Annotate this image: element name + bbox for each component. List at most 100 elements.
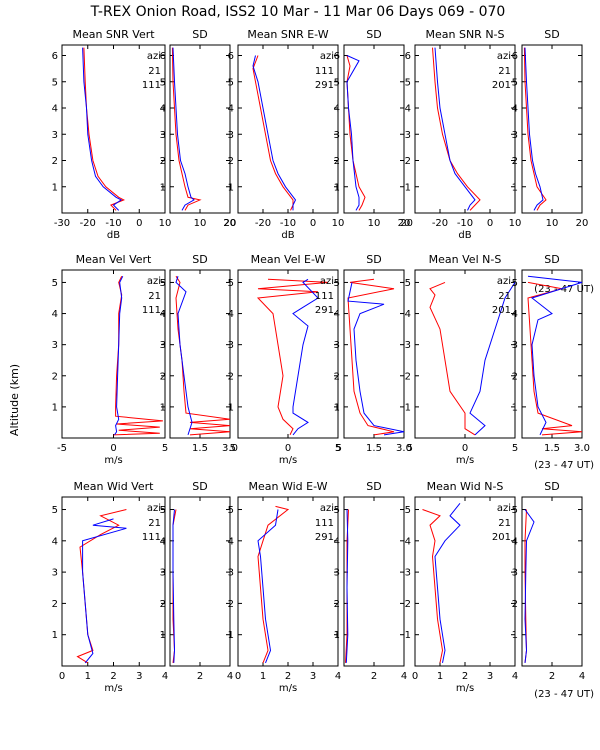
y-tick-label: 3	[228, 130, 234, 141]
panel-title: SD	[544, 480, 559, 493]
panel-1: SD 1 2 3 4 5 6 10 20	[160, 28, 237, 229]
series-line-111	[175, 276, 193, 436]
y-tick-label: 2	[512, 371, 518, 382]
x-tick-label: 4	[162, 671, 168, 682]
x-tick-label: 0	[285, 443, 291, 454]
legend-entry: 111	[142, 80, 161, 91]
x-tick-label: 1	[260, 671, 266, 682]
y-tick-label: 3	[160, 568, 166, 579]
x-tick-label: 10	[332, 218, 345, 229]
panel-title: Mean Vel E-W	[251, 253, 326, 266]
y-tick-label: 1	[228, 182, 234, 193]
x-tick-label: -20	[80, 218, 96, 229]
x-tick-label: -30	[54, 218, 70, 229]
series-line-111	[257, 505, 290, 664]
legend-entry: 201	[492, 532, 511, 543]
y-tick-label: 3	[512, 340, 518, 351]
legend-header: azi	[320, 503, 334, 514]
x-tick-label: 0	[412, 671, 418, 682]
x-axis-label: m/s	[456, 455, 474, 466]
x-axis-label: m/s	[279, 455, 297, 466]
y-tick-label: 5	[228, 278, 234, 289]
series-line-111	[252, 55, 294, 211]
legend-entry: 21	[498, 291, 511, 302]
series-line-111	[172, 509, 176, 663]
legend-header: azi	[147, 276, 161, 287]
y-tick-label: 6	[160, 51, 166, 62]
y-tick-label: 3	[512, 130, 518, 141]
x-axis-label: m/s	[104, 683, 122, 694]
panel-title: Mean Wid E-W	[249, 480, 328, 493]
y-tick-label: 2	[160, 599, 166, 610]
y-tick-label: 5	[228, 505, 234, 516]
legend-entry: 111	[315, 518, 334, 529]
y-tick-label: 2	[52, 156, 58, 167]
y-tick-label: 1	[334, 402, 340, 413]
y-tick-label: 5	[405, 77, 411, 88]
y-tick-label: 4	[405, 536, 411, 547]
y-tick-label: 3	[228, 340, 234, 351]
x-tick-label: 3	[310, 671, 316, 682]
panel-17: SD 1 2 3 4 5 2 4	[512, 480, 586, 682]
series-line-21	[523, 47, 547, 211]
x-tick-label: 5	[335, 443, 341, 454]
y-tick-label: 2	[160, 156, 166, 167]
legend-entry: 111	[142, 532, 161, 543]
panel-2: Mean SNR E-W 1 2 3 4 5 6 -20 -10 0 10 20 dB azi 111 291	[223, 28, 344, 241]
series-line-111	[172, 47, 195, 211]
y-tick-label: 1	[160, 402, 166, 413]
x-tick-label: 10	[546, 218, 559, 229]
y-tick-label: 1	[52, 182, 58, 193]
y-tick-label: 3	[512, 568, 518, 579]
y-tick-label: 6	[52, 51, 58, 62]
y-tick-label: 5	[52, 278, 58, 289]
y-tick-label: 1	[334, 182, 340, 193]
y-tick-label: 4	[512, 536, 518, 547]
series-line-111	[256, 278, 329, 436]
series-line-201	[434, 502, 461, 663]
y-axis-label: Altitude (km)	[8, 364, 21, 436]
y-tick-label: 2	[52, 599, 58, 610]
ut-note-row-1: (23 - 47 UT)	[534, 284, 594, 295]
series-line-21	[171, 47, 202, 211]
legend-header: azi	[497, 51, 511, 62]
x-tick-label: 20	[398, 218, 411, 229]
panel-frame	[521, 496, 583, 667]
series-line-21	[432, 47, 481, 211]
x-tick-label: 1	[85, 671, 91, 682]
x-tick-label: 5	[162, 443, 168, 454]
y-tick-label: 6	[512, 51, 518, 62]
x-tick-label: 4	[227, 671, 233, 682]
y-tick-label: 1	[405, 630, 411, 641]
panel-frame	[343, 496, 405, 667]
y-tick-label: 3	[405, 340, 411, 351]
y-tick-label: 2	[228, 599, 234, 610]
x-tick-label: 1.5	[192, 443, 208, 454]
y-tick-label: 4	[512, 104, 518, 115]
panel-title: SD	[192, 28, 207, 41]
x-axis-label: m/s	[279, 683, 297, 694]
y-tick-label: 2	[334, 599, 340, 610]
y-tick-label: 4	[405, 104, 411, 115]
x-tick-label: 10	[368, 218, 381, 229]
x-tick-label: 0	[235, 671, 241, 682]
panel-title: SD	[544, 28, 559, 41]
legend-header: azi	[320, 51, 334, 62]
series-line-111	[114, 275, 124, 436]
y-tick-label: 5	[334, 505, 340, 516]
y-tick-label: 5	[52, 77, 58, 88]
y-tick-label: 4	[228, 536, 234, 547]
x-tick-label: 3.0	[222, 443, 238, 454]
legend-entry: 201	[492, 305, 511, 316]
y-tick-label: 1	[334, 630, 340, 641]
y-tick-label: 1	[405, 402, 411, 413]
legend-header: azi	[147, 51, 161, 62]
x-tick-label: 10	[509, 218, 522, 229]
y-tick-label: 4	[334, 536, 340, 547]
y-tick-label: 2	[160, 371, 166, 382]
y-tick-label: 1	[160, 182, 166, 193]
x-tick-label: 0	[136, 218, 142, 229]
y-tick-label: 1	[512, 630, 518, 641]
